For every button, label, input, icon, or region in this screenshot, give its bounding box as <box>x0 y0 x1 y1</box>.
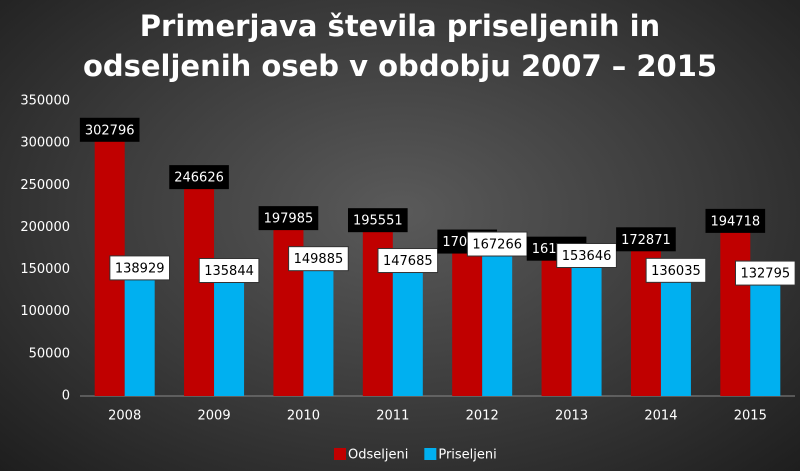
data-label-box <box>258 206 319 231</box>
data-label: 149885 <box>294 252 344 267</box>
data-label-box <box>556 242 617 268</box>
x-tick-label: 2012 <box>466 409 499 424</box>
data-label-box <box>377 248 439 274</box>
data-label: 136035 <box>651 264 701 279</box>
y-tick-label: 100000 <box>20 304 70 319</box>
data-label-box <box>347 208 408 233</box>
data-label: 302796 <box>85 123 135 138</box>
data-label: 197985 <box>264 212 314 227</box>
data-label: 132795 <box>740 267 790 282</box>
bar <box>660 281 691 396</box>
x-tick-label: 2010 <box>287 409 320 424</box>
y-tick-label: 300000 <box>20 136 70 151</box>
data-label-box <box>79 117 140 142</box>
data-label: 167266 <box>472 238 522 253</box>
x-tick-label: 2014 <box>644 409 677 424</box>
data-label: 172871 <box>621 233 671 248</box>
x-tick-label: 2013 <box>555 409 588 424</box>
y-tick-label: 200000 <box>20 220 70 235</box>
data-label-box <box>109 255 171 281</box>
data-label-box <box>705 208 766 233</box>
data-label: 246626 <box>174 171 224 186</box>
y-tick-label: 350000 <box>20 94 70 109</box>
x-tick-label: 2009 <box>198 409 231 424</box>
bar <box>214 281 245 396</box>
bar <box>392 271 423 396</box>
data-label: 135844 <box>204 264 254 279</box>
y-tick-label: 250000 <box>20 178 70 193</box>
chart-title: Primerjava števila priseljenih in odselj… <box>82 9 718 83</box>
legend-swatch <box>334 448 346 460</box>
legend-label: Odseljeni <box>348 448 408 463</box>
bar <box>541 259 572 396</box>
bar <box>452 252 483 396</box>
data-label-box <box>734 260 796 286</box>
y-tick-label: 150000 <box>20 262 70 277</box>
bar <box>720 231 751 396</box>
bar <box>482 255 513 396</box>
data-label: 147685 <box>383 254 433 269</box>
data-label: 194718 <box>710 214 760 229</box>
data-label: 138929 <box>115 261 165 276</box>
bar <box>303 269 334 396</box>
bar <box>124 278 155 396</box>
data-label-box <box>169 165 229 190</box>
data-label: 153646 <box>562 249 612 264</box>
data-label-box <box>466 231 528 257</box>
bar <box>750 284 781 396</box>
data-label: 195551 <box>353 214 403 229</box>
legend-swatch <box>424 448 437 460</box>
bar <box>184 188 215 396</box>
legend-label: Priseljeni <box>438 448 496 463</box>
x-tick-label: 2011 <box>376 409 409 424</box>
x-tick-label: 2008 <box>108 409 141 424</box>
data-label-box <box>198 258 260 284</box>
bar <box>571 266 602 396</box>
data-label-box <box>645 257 707 283</box>
data-label-box <box>616 227 676 252</box>
y-tick-label: 50000 <box>29 346 70 361</box>
y-tick-label: 0 <box>62 389 70 404</box>
x-tick-label: 2015 <box>734 409 767 424</box>
data-label-box <box>288 246 349 272</box>
